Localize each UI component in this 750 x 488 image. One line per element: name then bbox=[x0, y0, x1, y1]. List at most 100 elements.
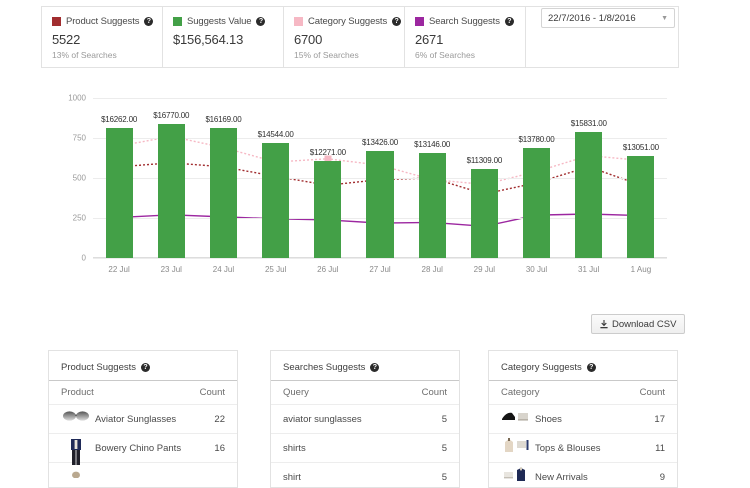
chart-bar[interactable] bbox=[157, 123, 185, 258]
row-count: 5 bbox=[441, 413, 447, 425]
table-row[interactable]: aviator sunglasses 5 bbox=[271, 404, 459, 433]
table-row[interactable]: New Arrivals 9 bbox=[489, 462, 677, 487]
legend-swatch-suggests-value bbox=[173, 17, 182, 26]
help-icon[interactable]: ? bbox=[370, 363, 380, 372]
chart-bar-value-label: $13146.00 bbox=[414, 140, 451, 150]
table-card-product-suggests: Product Suggests ? Product Count Aviator… bbox=[48, 350, 238, 488]
y-axis-tick-label: 750 bbox=[72, 133, 86, 143]
y-axis-tick-label: 250 bbox=[72, 213, 86, 223]
table-row[interactable]: shirt 5 bbox=[271, 462, 459, 487]
table-title-label: Product Suggests bbox=[61, 362, 136, 373]
column-header-count: Count bbox=[639, 387, 665, 398]
help-icon[interactable]: ? bbox=[144, 17, 154, 26]
chart-bar-value-label: $11309.00 bbox=[466, 156, 503, 166]
date-range-value: 22/7/2016 - 1/8/2016 bbox=[548, 12, 636, 24]
chart-bar[interactable] bbox=[366, 150, 394, 258]
x-axis-tick-label: 22 Jul bbox=[108, 265, 130, 274]
chart-plot-area: 0 250 500 750 1000 $16262.00 22 Jul $16770.00 23… bbox=[68, 94, 667, 274]
column-header-count: Count bbox=[421, 387, 447, 398]
date-range-picker[interactable]: 22/7/2016 - 1/8/2016 ▼ bbox=[541, 8, 675, 28]
help-icon[interactable]: ? bbox=[256, 17, 266, 26]
table-title-label: Searches Suggests bbox=[283, 362, 366, 373]
table-card-searches-suggests: Searches Suggests ? Query Count aviator … bbox=[270, 350, 460, 488]
table-row[interactable]: Aviator Sunglasses 22 bbox=[49, 404, 237, 433]
legend-swatch-product-suggests bbox=[52, 17, 61, 26]
chart-bar[interactable] bbox=[262, 142, 290, 258]
download-csv-button[interactable]: Download CSV bbox=[591, 314, 686, 334]
row-count: 17 bbox=[654, 413, 665, 425]
table-row[interactable]: Tops & Blouses 11 bbox=[489, 433, 677, 462]
chart-bar[interactable] bbox=[627, 155, 655, 258]
help-icon[interactable]: ? bbox=[141, 363, 150, 372]
x-axis-tick-label: 31 Jul bbox=[578, 265, 600, 274]
chart-bar-value-label: $16169.00 bbox=[205, 115, 242, 125]
y-axis-tick-label: 500 bbox=[72, 173, 86, 183]
table-title: Category Suggests ? bbox=[489, 351, 677, 380]
help-icon[interactable]: ? bbox=[504, 17, 514, 26]
table-header-row: Query Count bbox=[271, 380, 459, 404]
row-label: aviator sunglasses bbox=[283, 413, 362, 425]
kpi-value: 2671 bbox=[415, 32, 444, 47]
chart-bar-value-label: $13780.00 bbox=[518, 134, 555, 144]
chart-bar[interactable] bbox=[470, 169, 498, 258]
kpi-title: Suggests Value bbox=[187, 16, 252, 27]
kpi-header: Suggests Value ? bbox=[173, 15, 283, 28]
chart-bar-value-label: $14544.00 bbox=[257, 129, 294, 139]
table-card-category-suggests: Category Suggests ? Category Count Shoes… bbox=[488, 350, 678, 488]
chart-bar-value-label: $16262.00 bbox=[101, 115, 138, 125]
kpi-card-product-suggests: Product Suggests ? 5522 13% of Searches bbox=[42, 7, 163, 67]
kpi-value: $156,564.13 bbox=[173, 32, 244, 47]
chart-bar[interactable] bbox=[209, 128, 237, 258]
help-icon[interactable]: ? bbox=[392, 17, 402, 26]
x-axis-tick-label: 26 Jul bbox=[317, 265, 339, 274]
kpi-title: Product Suggests bbox=[66, 16, 140, 27]
kpi-value: 5522 bbox=[52, 32, 81, 47]
chart-gridline bbox=[93, 138, 667, 139]
row-label: Tops & Blouses bbox=[535, 442, 601, 454]
chart-bar[interactable] bbox=[418, 153, 446, 258]
x-axis-tick-label: 28 Jul bbox=[421, 265, 443, 274]
table-row[interactable]: Shoes 17 bbox=[489, 404, 677, 433]
x-axis-tick-label: 29 Jul bbox=[473, 265, 496, 274]
row-label: Shoes bbox=[535, 413, 562, 425]
kpi-header: Category Suggests ? bbox=[294, 15, 404, 28]
chart-bar[interactable] bbox=[105, 128, 133, 258]
kpi-header: Product Suggests ? bbox=[52, 15, 162, 28]
table-row[interactable] bbox=[49, 462, 237, 487]
kpi-card-category-suggests: Category Suggests ? 6700 15% of Searches bbox=[284, 7, 405, 67]
row-count: 9 bbox=[659, 471, 665, 483]
chart-bar-value-label: $15831.00 bbox=[570, 118, 607, 128]
table-title-label: Category Suggests bbox=[501, 362, 582, 373]
row-count: 22 bbox=[214, 413, 225, 425]
table-title: Product Suggests ? bbox=[49, 351, 237, 380]
x-axis-tick-label: 25 Jul bbox=[264, 265, 287, 274]
table-header-row: Category Count bbox=[489, 380, 677, 404]
x-axis-tick-label: 27 Jul bbox=[369, 265, 391, 274]
kpi-card-search-suggests: Search Suggests ? 2671 6% of Searches bbox=[405, 7, 526, 67]
kpi-card-suggests-value: Suggests Value ? $156,564.13 bbox=[163, 7, 284, 67]
chart-bar[interactable] bbox=[575, 131, 603, 258]
kpi-title: Search Suggests bbox=[429, 16, 500, 27]
legend-swatch-category-suggests bbox=[294, 17, 303, 26]
help-icon[interactable]: ? bbox=[586, 363, 596, 372]
chart-data-point[interactable] bbox=[324, 155, 332, 163]
table-row[interactable]: Bowery Chino Pants 16 bbox=[49, 433, 237, 465]
chart-bar-value-label: $12271.00 bbox=[309, 148, 346, 158]
row-label: Aviator Sunglasses bbox=[95, 413, 177, 425]
column-header-label: Category bbox=[501, 387, 540, 398]
column-header-label: Product bbox=[61, 387, 94, 398]
kpi-subtext: 13% of Searches bbox=[52, 50, 117, 60]
chart-bar-value-label: $16770.00 bbox=[153, 110, 190, 120]
chart-bar-value-label: $13051.00 bbox=[622, 142, 659, 152]
chart-bar[interactable] bbox=[314, 161, 342, 258]
product-thumbnail bbox=[61, 466, 91, 487]
y-axis-tick-label: 0 bbox=[81, 253, 86, 263]
legend-swatch-search-suggests bbox=[415, 17, 424, 26]
kpi-subtext: 6% of Searches bbox=[415, 50, 476, 60]
kpi-title: Category Suggests bbox=[308, 16, 388, 27]
chart-bar[interactable] bbox=[522, 147, 551, 258]
chevron-down-icon: ▼ bbox=[661, 14, 668, 22]
x-axis-tick-label: 30 Jul bbox=[525, 265, 548, 274]
table-row[interactable]: shirts 5 bbox=[271, 433, 459, 462]
chart-gridline bbox=[93, 98, 667, 99]
